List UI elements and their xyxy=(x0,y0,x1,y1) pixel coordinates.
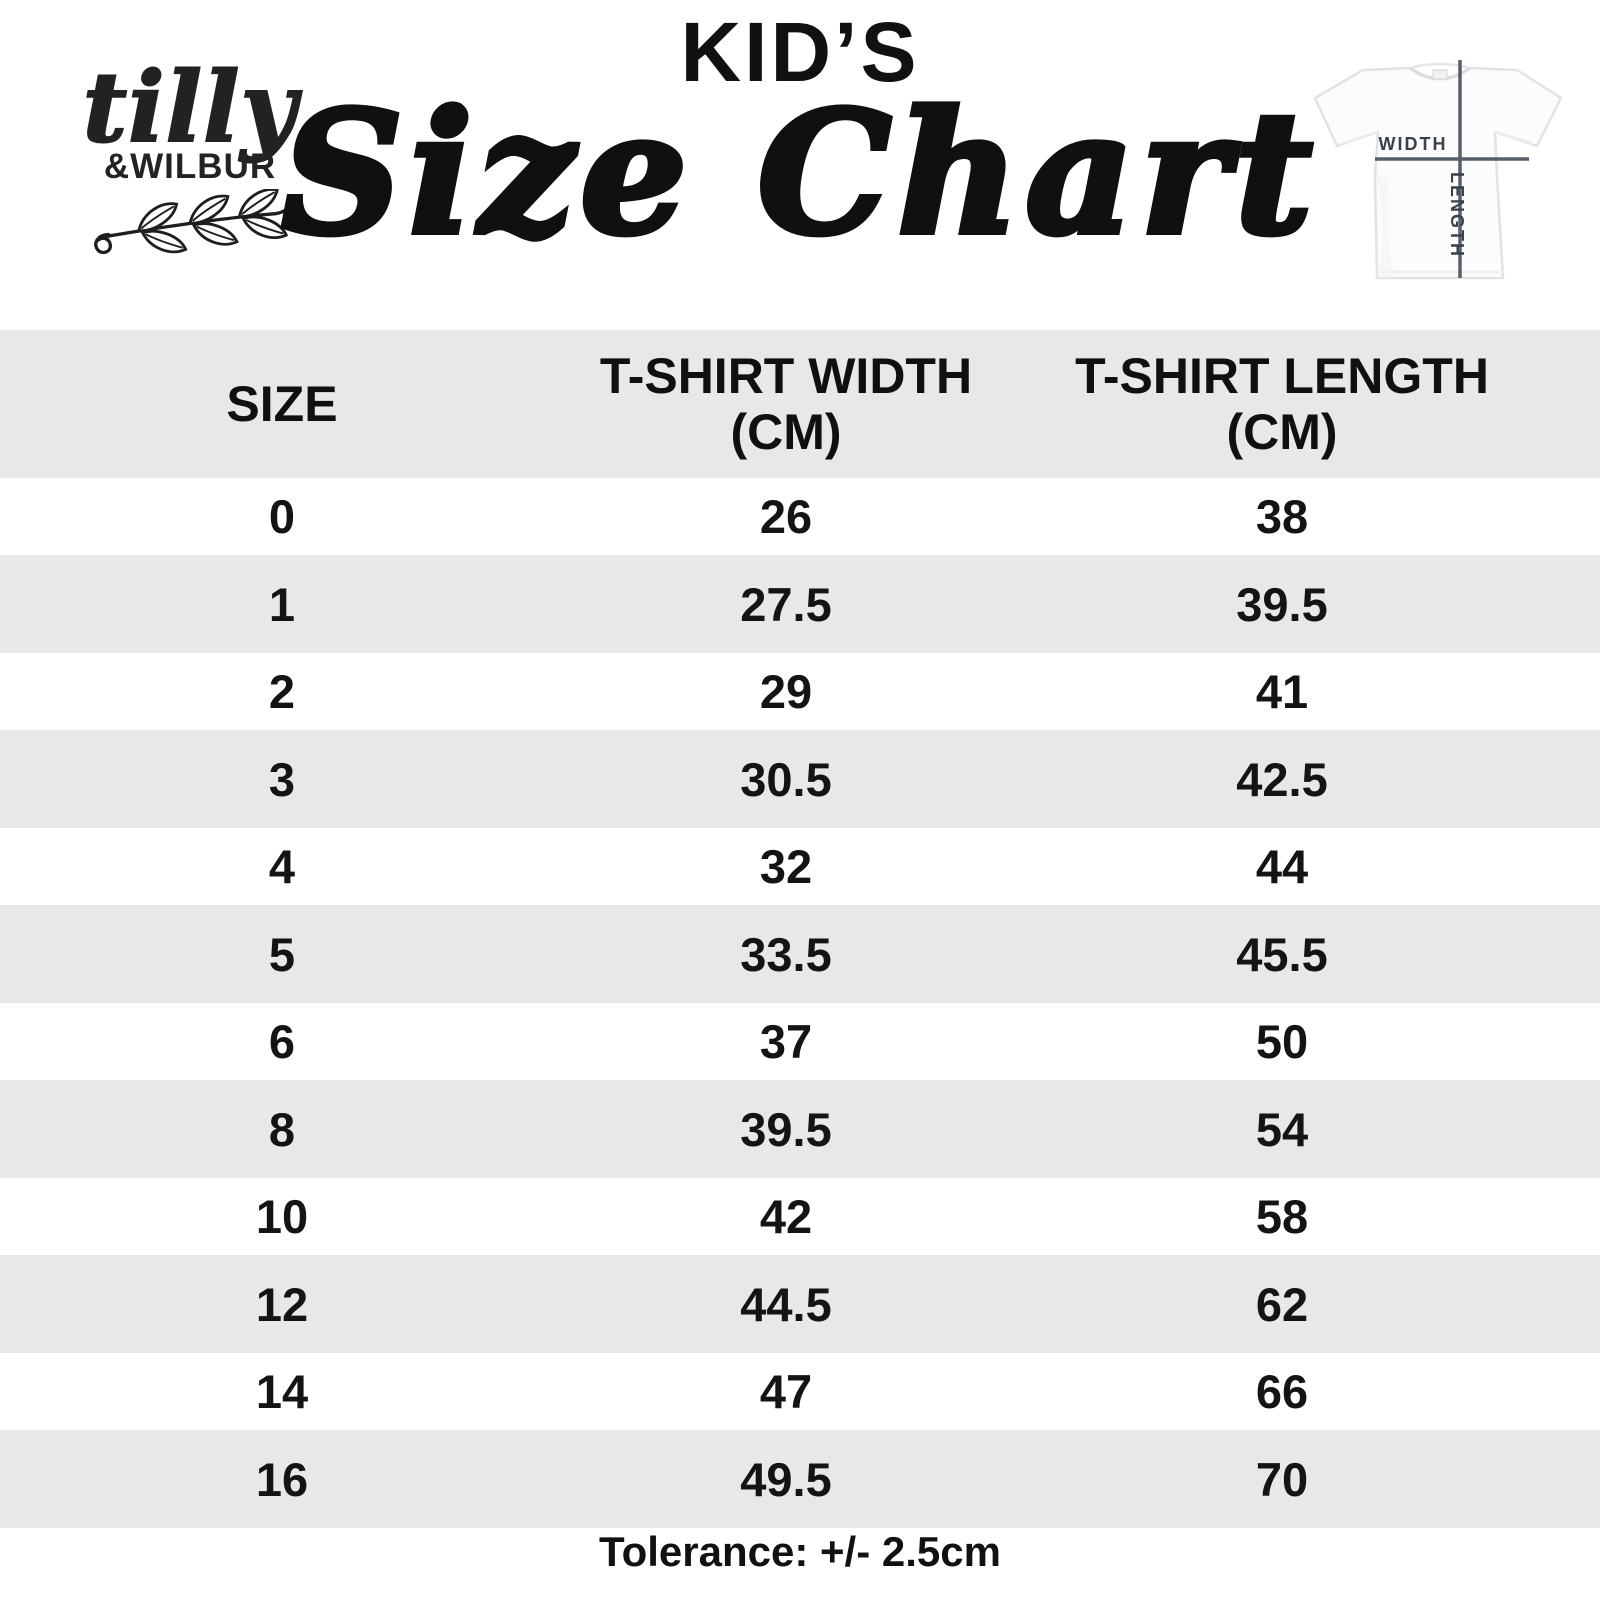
brand-name-script: tilly xyxy=(82,51,298,164)
table-row: 14 47 66 xyxy=(0,1353,1600,1430)
col-header-width: T-SHIRT WIDTH (CM) xyxy=(599,347,973,460)
tshirt-measure-diagram: WIDTH LENGTH xyxy=(1284,26,1596,311)
size-cell: 1 xyxy=(268,577,296,631)
width-cell: 27.5 xyxy=(740,577,832,631)
header-row: SIZE T-SHIRT WIDTH (CM) T-SHIRT LENGTH (… xyxy=(0,330,1600,478)
size-chart-table: SIZE T-SHIRT WIDTH (CM) T-SHIRT LENGTH (… xyxy=(0,330,1600,1528)
size-cell: 2 xyxy=(268,665,296,718)
size-cell: 14 xyxy=(255,1365,309,1418)
title-kicker: KID’S xyxy=(680,5,920,99)
table-row: 6 37 50 xyxy=(0,1003,1600,1080)
brand-logo: tilly &WILBUR xyxy=(70,51,310,268)
width-cell: 37 xyxy=(759,1015,813,1068)
length-cell: 42.5 xyxy=(1236,752,1328,806)
size-cell: 4 xyxy=(268,840,296,893)
table-row: 3 30.5 42.5 xyxy=(0,730,1600,828)
page-title: Size Chart xyxy=(279,74,1319,273)
length-cell: 62 xyxy=(1255,1277,1309,1331)
length-cell: 44 xyxy=(1255,840,1309,893)
tolerance-note: Tolerance: +/- 2.5cm xyxy=(599,1528,1001,1575)
table-row: 0 26 38 xyxy=(0,478,1600,555)
tee-body xyxy=(1313,66,1563,280)
width-cell: 47 xyxy=(759,1365,813,1418)
length-cell: 70 xyxy=(1255,1452,1309,1506)
size-cell: 16 xyxy=(255,1452,309,1506)
col-header-length: T-SHIRT LENGTH (CM) xyxy=(1075,347,1489,460)
table-row: 5 33.5 45.5 xyxy=(0,905,1600,1003)
brand-name-caps: &WILBUR xyxy=(103,147,277,187)
length-cell: 54 xyxy=(1255,1102,1309,1156)
length-cell: 58 xyxy=(1255,1190,1309,1243)
size-cell: 5 xyxy=(268,927,296,981)
length-cell: 45.5 xyxy=(1236,927,1328,981)
length-cell: 41 xyxy=(1255,665,1309,718)
length-cell: 39.5 xyxy=(1236,577,1328,631)
table-row: 4 32 44 xyxy=(0,828,1600,905)
neck-tag xyxy=(1432,69,1448,80)
col-header-size: SIZE xyxy=(226,376,338,432)
width-cell: 32 xyxy=(759,840,813,893)
table-row: 10 42 58 xyxy=(0,1178,1600,1255)
width-cell: 26 xyxy=(759,490,813,543)
width-cell: 49.5 xyxy=(740,1452,832,1506)
table-row: 16 49.5 70 xyxy=(0,1430,1600,1528)
table-row: 12 44.5 62 xyxy=(0,1255,1600,1353)
length-cell: 38 xyxy=(1255,490,1309,543)
laurel-branch-icon xyxy=(70,187,310,268)
size-cell: 6 xyxy=(268,1015,296,1068)
table-row: 1 27.5 39.5 xyxy=(0,555,1600,653)
width-cell: 42 xyxy=(759,1190,813,1243)
width-cell: 39.5 xyxy=(740,1102,832,1156)
width-cell: 30.5 xyxy=(740,752,832,806)
size-table-wrap: SIZE T-SHIRT WIDTH (CM) T-SHIRT LENGTH (… xyxy=(0,330,1600,1528)
length-cell: 50 xyxy=(1255,1015,1309,1068)
table-row: 2 29 41 xyxy=(0,653,1600,730)
size-cell: 3 xyxy=(268,752,296,806)
length-cell: 66 xyxy=(1255,1365,1309,1418)
size-cell: 8 xyxy=(268,1102,296,1156)
size-cell: 12 xyxy=(255,1277,309,1331)
size-cell: 10 xyxy=(255,1190,309,1243)
page-title-block: KID’S Size Chart xyxy=(0,5,1600,273)
width-cell: 29 xyxy=(759,665,813,718)
width-label: WIDTH xyxy=(1379,134,1448,154)
size-cell: 0 xyxy=(268,490,296,543)
table-row: 8 39.5 54 xyxy=(0,1080,1600,1178)
width-cell: 44.5 xyxy=(740,1277,832,1331)
width-cell: 33.5 xyxy=(740,927,832,981)
length-label: LENGTH xyxy=(1447,172,1467,258)
